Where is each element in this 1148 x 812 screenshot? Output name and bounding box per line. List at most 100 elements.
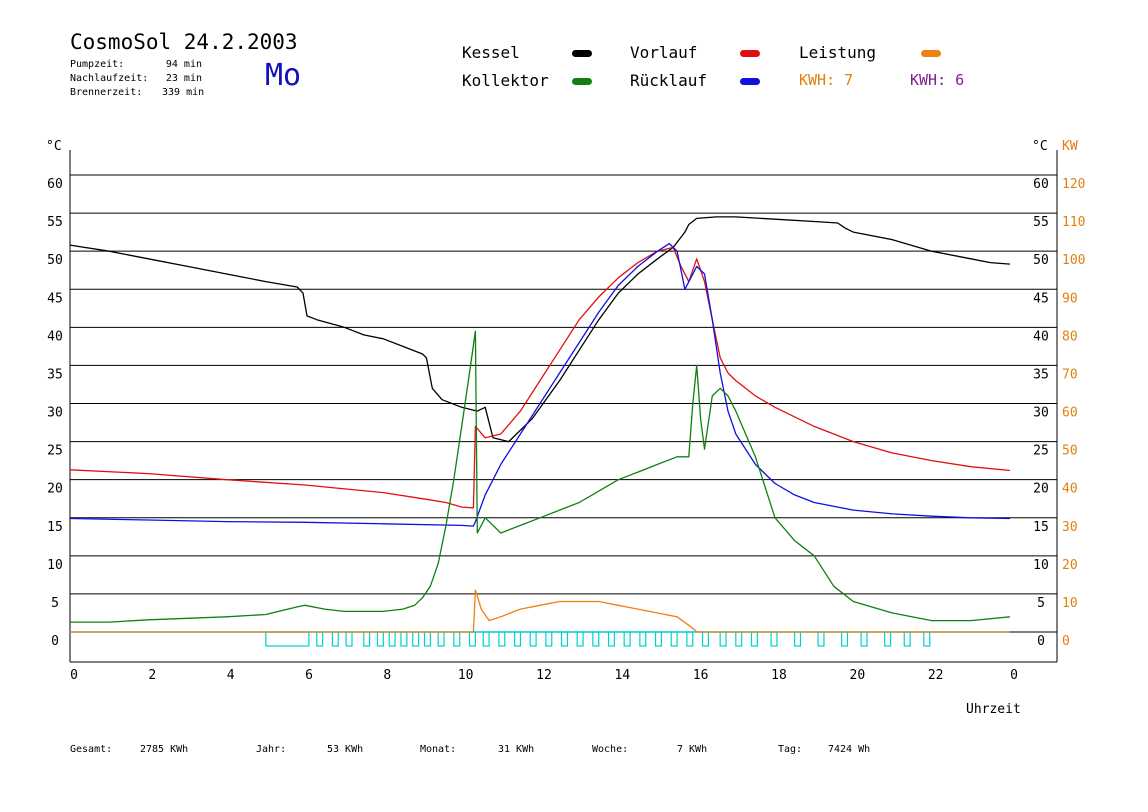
footer-monat-label: Monat: bbox=[420, 744, 457, 755]
nachlaufzeit-label: Nachlaufzeit: bbox=[70, 73, 149, 84]
kw-tick-50: 50 bbox=[1062, 444, 1078, 459]
kw-tick-70: 70 bbox=[1062, 367, 1078, 382]
pump-interval-20 bbox=[592, 631, 600, 647]
pump-interval-28 bbox=[719, 631, 727, 647]
kw-tick-30: 30 bbox=[1062, 520, 1078, 535]
series-line-kessel bbox=[69, 216, 1011, 443]
nachlaufzeit-value: 23 min bbox=[165, 73, 202, 84]
pumpzeit-row: Pumpzeit: 94 min bbox=[70, 58, 202, 71]
pump-interval-2 bbox=[331, 631, 339, 647]
kw-tick-90: 90 bbox=[1062, 291, 1078, 306]
y-tick-right-10: 10 bbox=[1033, 558, 1049, 573]
x-tick-11: 22 bbox=[928, 668, 944, 683]
y-tick-right-60: 60 bbox=[1033, 177, 1049, 192]
y-tick-right-5: 5 bbox=[1037, 596, 1045, 611]
pump-interval-8 bbox=[412, 631, 420, 647]
brennerzeit-label: Brennerzeit: bbox=[70, 87, 143, 98]
x-tick-0: 0 bbox=[70, 668, 78, 683]
pump-interval-31 bbox=[770, 631, 778, 647]
nachlaufzeit-row: Nachlaufzeit: 23 min bbox=[70, 72, 202, 85]
pump-interval-14 bbox=[498, 631, 506, 647]
y-tick-left-5: 5 bbox=[51, 596, 59, 611]
pump-interval-37 bbox=[903, 631, 911, 647]
kwh-solar: KWH: 7 bbox=[799, 71, 853, 89]
pump-interval-33 bbox=[817, 631, 825, 647]
kw-tick-40: 40 bbox=[1062, 482, 1078, 497]
pump-interval-0 bbox=[265, 631, 310, 647]
x-tick-1: 2 bbox=[148, 668, 156, 683]
y-tick-right-50: 50 bbox=[1033, 253, 1049, 268]
x-tick-6: 12 bbox=[536, 668, 552, 683]
pump-interval-1 bbox=[316, 631, 324, 647]
footer-woche-value: 7 KWh bbox=[677, 744, 708, 755]
x-tick-12: 0 bbox=[1010, 668, 1018, 683]
footer-gesamt-label: Gesamt: bbox=[70, 744, 113, 755]
pump-interval-24 bbox=[654, 631, 663, 647]
y-tick-left-0: 0 bbox=[51, 634, 59, 649]
series-line-vorlauf bbox=[69, 246, 1011, 509]
kwh-secondary-label: KWH: bbox=[910, 71, 947, 89]
y-tick-left-55: 55 bbox=[47, 215, 63, 230]
x-tick-5: 10 bbox=[458, 668, 474, 683]
pump-interval-6 bbox=[388, 631, 396, 647]
y-tick-left-25: 25 bbox=[47, 444, 63, 459]
pump-interval-5 bbox=[376, 631, 384, 647]
pump-interval-9 bbox=[423, 631, 431, 647]
kw-tick-110: 110 bbox=[1062, 215, 1085, 230]
y-tick-right-45: 45 bbox=[1033, 291, 1049, 306]
series-line-kollektor bbox=[70, 330, 1011, 623]
y-tick-right-35: 35 bbox=[1033, 367, 1049, 382]
footer-jahr-label: Jahr: bbox=[256, 744, 287, 755]
legend-kessel-label: Kessel bbox=[462, 43, 520, 62]
pump-interval-34 bbox=[840, 631, 849, 647]
y-tick-left-10: 10 bbox=[47, 558, 63, 573]
pump-interval-16 bbox=[529, 631, 537, 647]
pump-interval-30 bbox=[750, 631, 758, 647]
y-tick-right-20: 20 bbox=[1033, 482, 1049, 497]
pump-interval-32 bbox=[793, 631, 802, 647]
kwh-solar-label: KWH: bbox=[799, 71, 836, 89]
y-tick-left-45: 45 bbox=[47, 291, 63, 306]
pump-interval-23 bbox=[639, 631, 647, 647]
y-tick-right-15: 15 bbox=[1033, 520, 1049, 535]
footer-gesamt-value: 2785 KWh bbox=[140, 744, 189, 755]
pump-interval-11 bbox=[453, 631, 461, 647]
pump-interval-13 bbox=[482, 631, 490, 647]
pump-interval-7 bbox=[400, 631, 408, 647]
footer-tag-value: 7424 Wh bbox=[828, 744, 871, 755]
y-tick-left-35: 35 bbox=[47, 367, 63, 382]
pump-interval-26 bbox=[686, 631, 694, 647]
pump-interval-36 bbox=[884, 631, 892, 647]
y-tick-right-25: 25 bbox=[1033, 444, 1049, 459]
footer-jahr-value: 53 KWh bbox=[327, 744, 364, 755]
series-line-leistung bbox=[70, 589, 1010, 633]
pump-interval-4 bbox=[363, 631, 371, 647]
y-tick-right-40: 40 bbox=[1033, 329, 1049, 344]
y-tick-right-0: 0 bbox=[1037, 634, 1045, 649]
pump-interval-27 bbox=[701, 631, 710, 647]
x-tick-4: 8 bbox=[383, 668, 391, 683]
series-line-rcklauf bbox=[69, 242, 1011, 527]
legend-kessel-swatch bbox=[572, 50, 592, 57]
kwh-secondary: KWH: 6 bbox=[910, 71, 964, 89]
chart-title: CosmoSol 24.2.2003 bbox=[70, 30, 298, 54]
legend-kollektor-label: Kollektor bbox=[462, 71, 549, 90]
pump-interval-12 bbox=[468, 631, 476, 647]
x-tick-10: 20 bbox=[850, 668, 866, 683]
footer-woche-label: Woche: bbox=[592, 744, 629, 755]
y-axis-unit-right: °C bbox=[1032, 139, 1048, 154]
footer-monat-value: 31 KWh bbox=[498, 744, 535, 755]
pump-interval-29 bbox=[735, 631, 743, 647]
brennerzeit-value: 339 min bbox=[162, 87, 205, 98]
legend-kollektor-swatch bbox=[572, 78, 592, 85]
legend-ruecklauf-label: Rücklauf bbox=[630, 71, 708, 90]
pumpzeit-label: Pumpzeit: bbox=[70, 59, 125, 70]
kw-axis-unit: KW bbox=[1062, 139, 1078, 154]
legend-leistung-label: Leistung bbox=[799, 43, 877, 62]
y-tick-left-20: 20 bbox=[47, 482, 63, 497]
pump-interval-35 bbox=[860, 631, 868, 647]
x-tick-2: 4 bbox=[227, 668, 235, 683]
kw-tick-100: 100 bbox=[1062, 253, 1085, 268]
x-tick-7: 14 bbox=[615, 668, 631, 683]
